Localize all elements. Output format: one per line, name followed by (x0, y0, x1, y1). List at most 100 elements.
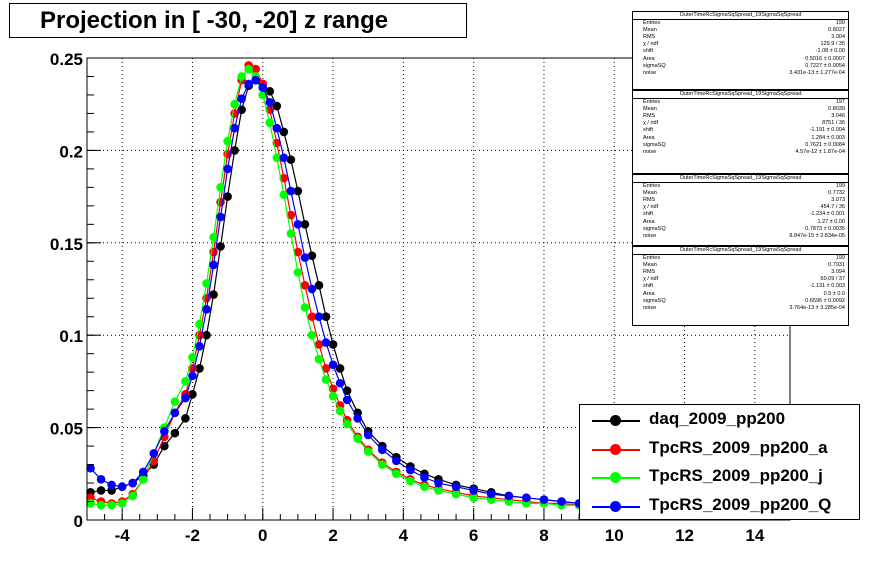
data-point (251, 64, 261, 74)
stats-row: Entries 197 (633, 99, 848, 106)
stats-row: shift -1.191 ± 0.004 (633, 127, 848, 134)
legend: daq_2009_pp200 TpcRS_2009_pp200_a TpcRS_20… (579, 404, 860, 520)
data-point (307, 284, 317, 294)
data-point (244, 79, 253, 89)
data-point (202, 330, 211, 340)
stats-row: χ / ndf 8751 / 36 (633, 120, 848, 127)
data-point (128, 491, 137, 501)
stats-key: shift (643, 283, 654, 290)
stats-key: sigmaSQ (643, 297, 666, 304)
stats-value: 199 (835, 183, 845, 190)
data-point (286, 155, 296, 164)
data-point (195, 319, 204, 329)
stats-value: 454.7 / 36 (820, 204, 845, 211)
stats-key: Area (643, 290, 655, 297)
data-point (363, 447, 373, 456)
stats-row: shift -1.131 ± 0.003 (633, 283, 848, 290)
legend-item: TpcRS_2009_pp200_j (580, 463, 859, 492)
data-point (451, 489, 461, 499)
data-point (86, 499, 95, 508)
stats-key: shift (643, 127, 654, 134)
stats-value: 129.9 / 35 (820, 41, 845, 48)
data-point (170, 397, 180, 407)
data-point (138, 467, 148, 477)
stats-value: 3.094 (831, 269, 845, 276)
data-point (237, 94, 246, 103)
x-tick-label: 8 (539, 526, 548, 545)
data-point (328, 391, 338, 401)
data-point (314, 354, 324, 364)
data-point (300, 253, 310, 262)
stats-value: 3.046 (831, 113, 845, 120)
data-point (279, 153, 289, 163)
stats-value: -1.234 ± 0.001 (809, 211, 845, 218)
legend-marker (610, 443, 621, 455)
data-point (363, 430, 373, 440)
data-point (522, 493, 531, 503)
series-TpcRS_2009_pp200_j (86, 64, 584, 510)
y-tick-label: 0.05 (50, 420, 83, 439)
data-point (209, 232, 218, 242)
data-point (328, 360, 338, 370)
y-tick-label: 0.15 (50, 235, 83, 254)
data-point (160, 441, 169, 451)
stats-row: Area 1.284 ± 0.003 (633, 135, 848, 142)
data-point (188, 371, 197, 381)
data-point (342, 395, 352, 405)
stats-row: RMS 3.004 (633, 34, 848, 41)
data-point (279, 127, 289, 137)
stats-row: Mean 0.8027 (633, 27, 848, 34)
data-point (149, 449, 159, 458)
data-point (314, 340, 324, 349)
stats-row: Area 0.5 ± 0.0 (633, 291, 848, 298)
stats-key: Entries (643, 20, 661, 27)
data-point (107, 480, 116, 490)
data-point (230, 123, 239, 133)
y-tick-label: 0 (74, 512, 83, 531)
stats-row: Entries 199 (633, 183, 848, 190)
stats-value: -1.131 ± 0.003 (809, 283, 845, 290)
data-point (96, 500, 106, 510)
stats-key: Mean (643, 262, 657, 269)
x-tick-label: 14 (745, 526, 764, 545)
stats-key: sigmaSQ (643, 225, 666, 232)
data-point (230, 146, 239, 155)
data-point (307, 330, 317, 340)
y-tick-label: 0.1 (59, 327, 83, 346)
stats-row: noise 4.57e-12 ± 1.87e-04 (633, 149, 848, 156)
data-point (335, 378, 345, 388)
chart-title: Projection in [ -30, -20] z range (9, 3, 467, 38)
stats-value: -1.191 ± 0.004 (809, 127, 845, 134)
stats-row: noise 8.847e-15 ± 2.834e-05 (633, 233, 848, 240)
data-point (335, 364, 345, 373)
data-point (307, 251, 317, 261)
data-point (96, 475, 106, 484)
data-point (216, 212, 225, 222)
stats-key: shift (643, 211, 654, 218)
x-tick-label: 0 (258, 526, 267, 545)
stats-key: RMS (643, 34, 656, 41)
data-point (293, 186, 303, 196)
stats-key: noise (643, 232, 657, 239)
legend-label: daq_2009_pp200 (649, 409, 786, 428)
x-tick-label: 10 (605, 526, 624, 545)
x-tick-label: -2 (185, 526, 200, 545)
stats-row: noise 3.431e-13 ± 1.277e-04 (633, 70, 848, 77)
data-point (434, 478, 443, 488)
data-point (272, 153, 282, 163)
data-point (314, 312, 324, 322)
stats-key: sigmaSQ (643, 62, 666, 69)
stats-box-title: OuterTimeRcSigmaSqSpread_19SigmaSqSpread (633, 91, 848, 100)
stats-value: 0.7732 (828, 190, 845, 197)
data-point (202, 305, 211, 314)
data-point (188, 390, 197, 399)
series-TpcRS_2009_pp200_Q (86, 75, 584, 508)
legend-marker (610, 472, 621, 483)
data-point (230, 99, 239, 109)
data-point (392, 456, 401, 466)
stats-key: Entries (643, 99, 661, 106)
data-point (117, 499, 127, 508)
stats-row: sigmaSQ 0.7873 ± 0.0035 (633, 226, 848, 233)
data-point (307, 312, 317, 322)
stats-box: OuterTimeRcSigmaSqSpread_19SigmaSqSpread… (632, 90, 849, 174)
